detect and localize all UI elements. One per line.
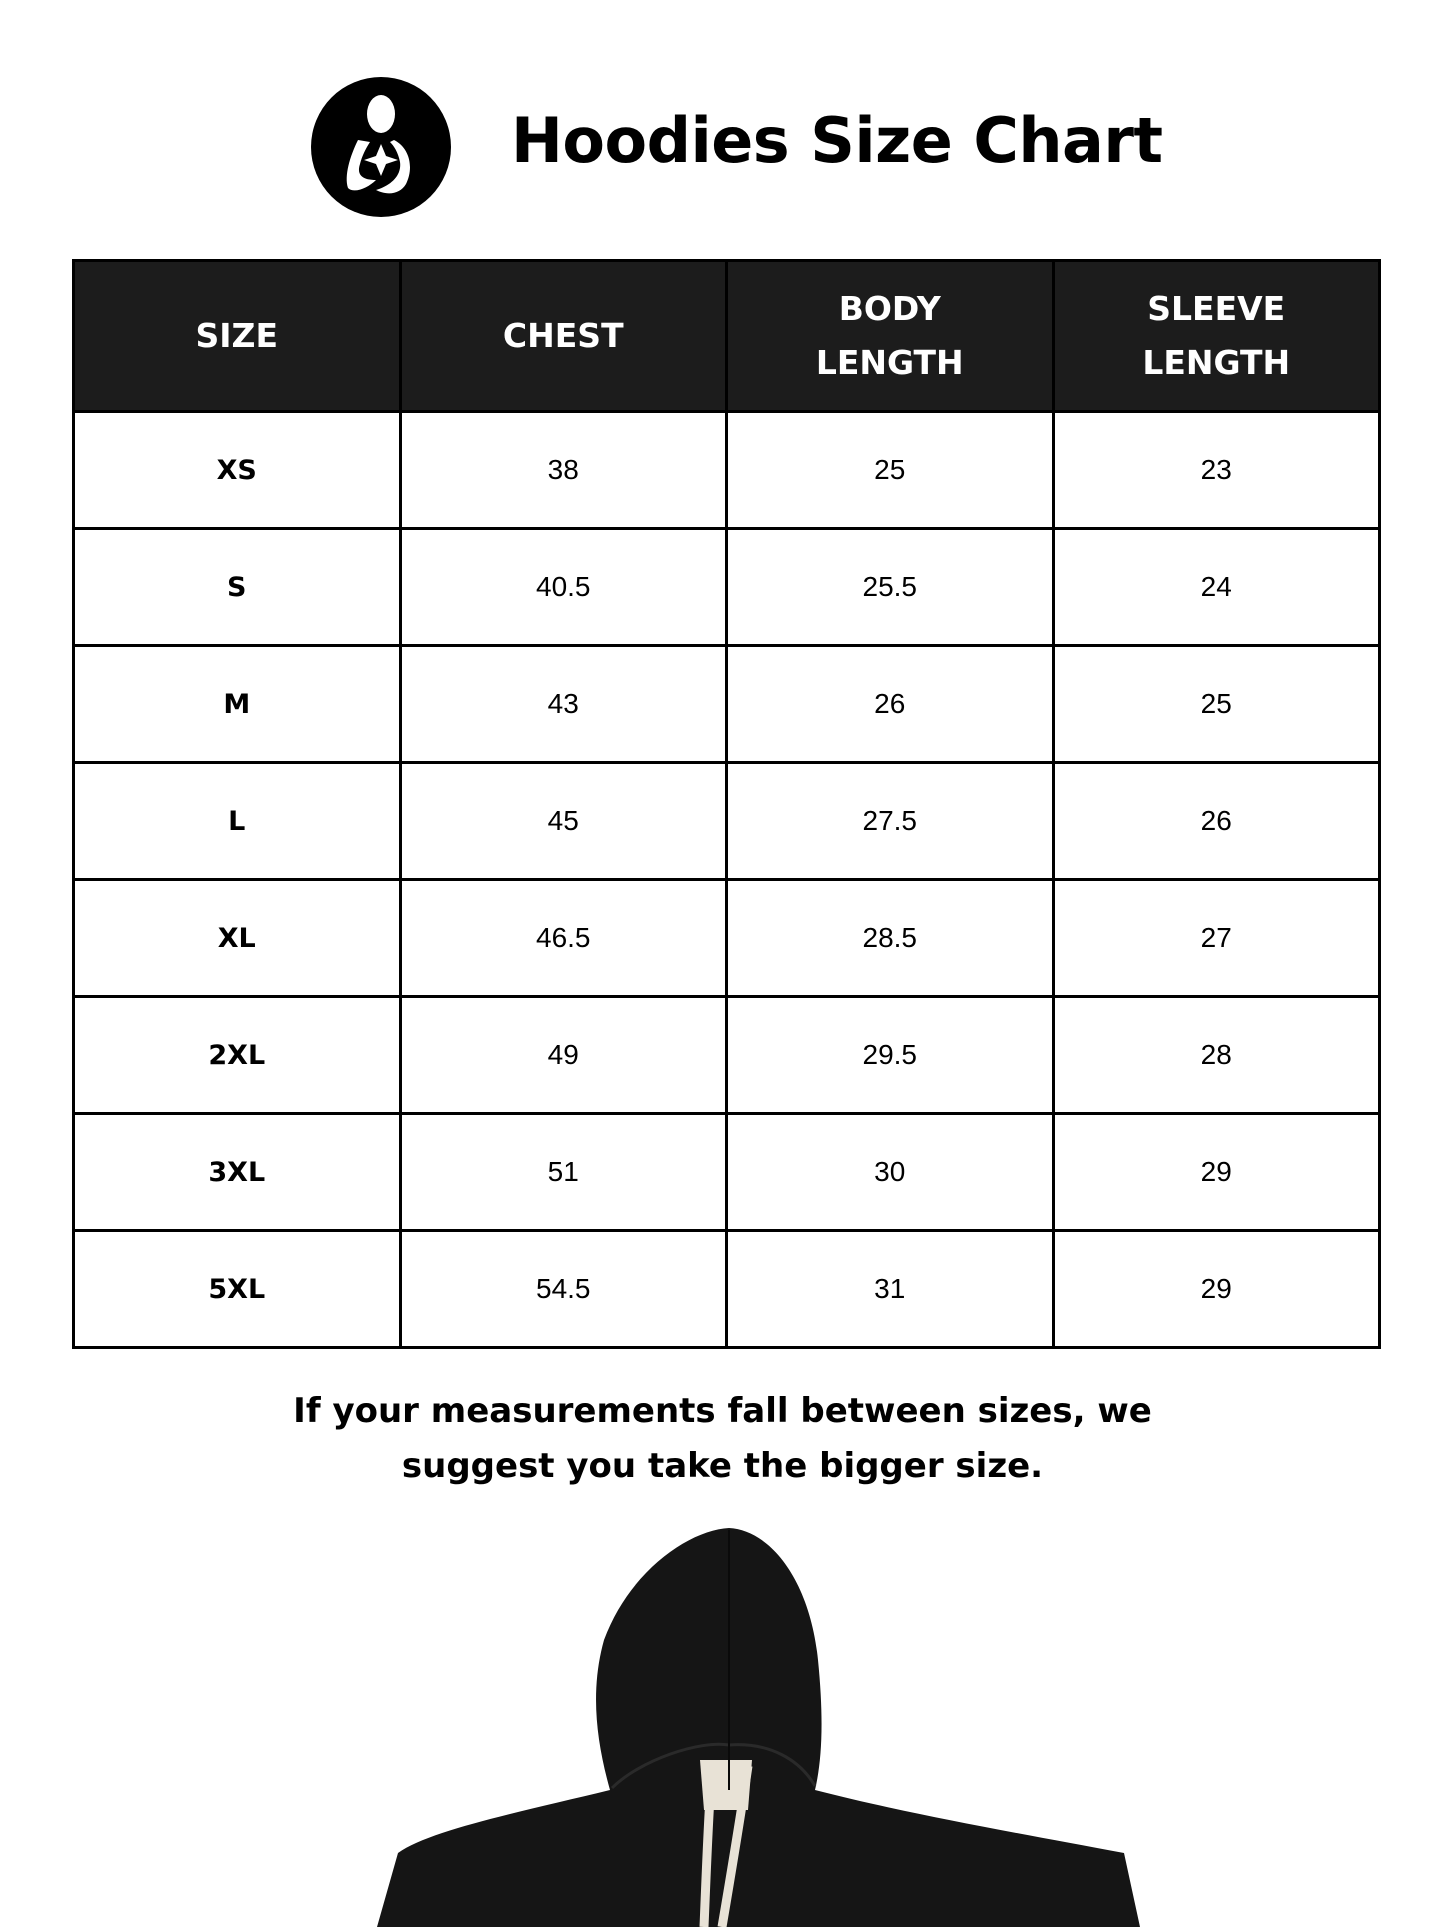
cell-body-length: 29.5 — [725, 995, 1055, 1115]
cell-chest: 40.5 — [398, 527, 728, 647]
cell-size: XL — [72, 878, 402, 998]
cell-sleeve-length: 26 — [1051, 761, 1381, 881]
cell-chest: 43 — [398, 644, 728, 764]
cell-size: S — [72, 527, 402, 647]
column-header-chest: CHEST — [398, 259, 728, 413]
cell-chest: 45 — [398, 761, 728, 881]
table-row: M 43 26 25 — [72, 644, 1381, 764]
column-header-size: SIZE — [72, 259, 402, 413]
cell-size: 3XL — [72, 1112, 402, 1232]
column-header-body-length: BODY LENGTH — [725, 259, 1055, 413]
cell-sleeve-length: 24 — [1051, 527, 1381, 647]
table-row: L 45 27.5 26 — [72, 761, 1381, 881]
cell-body-length: 31 — [725, 1229, 1055, 1349]
cell-sleeve-length: 29 — [1051, 1229, 1381, 1349]
cell-body-length: 27.5 — [725, 761, 1055, 881]
cell-sleeve-length: 23 — [1051, 410, 1381, 530]
cell-size: 5XL — [72, 1229, 402, 1349]
cell-chest: 54.5 — [398, 1229, 728, 1349]
cell-size: L — [72, 761, 402, 881]
cell-chest: 38 — [398, 410, 728, 530]
table-header-row: SIZE CHEST BODY LENGTH SLEEVE LENGTH — [72, 259, 1381, 413]
cell-body-length: 30 — [725, 1112, 1055, 1232]
note-line-2: suggest you take the bigger size. — [401, 1446, 1044, 1486]
cell-sleeve-length: 25 — [1051, 644, 1381, 764]
sizing-note: If your measurements fall between sizes,… — [0, 1384, 1445, 1494]
table-row: 2XL 49 29.5 28 — [72, 995, 1381, 1115]
size-chart-table: SIZE CHEST BODY LENGTH SLEEVE LENGTH XS 38 2… — [72, 259, 1381, 1349]
cell-body-length: 28.5 — [725, 878, 1055, 998]
page-title: Hoodies Size Chart — [511, 104, 1163, 177]
cell-size: M — [72, 644, 402, 764]
table-row: XS 38 25 23 — [72, 410, 1381, 530]
cell-size: XS — [72, 410, 402, 530]
cell-sleeve-length: 27 — [1051, 878, 1381, 998]
cell-body-length: 26 — [725, 644, 1055, 764]
cell-chest: 46.5 — [398, 878, 728, 998]
cell-sleeve-length: 29 — [1051, 1112, 1381, 1232]
note-line-1: If your measurements fall between sizes,… — [293, 1391, 1152, 1431]
table-row: S 40.5 25.5 24 — [72, 527, 1381, 647]
table-row: 5XL 54.5 31 29 — [72, 1229, 1381, 1349]
mother-holding-baby-icon — [311, 77, 451, 217]
cell-sleeve-length: 28 — [1051, 995, 1381, 1115]
table-row: XL 46.5 28.5 27 — [72, 878, 1381, 998]
cell-chest: 51 — [398, 1112, 728, 1232]
cell-chest: 49 — [398, 995, 728, 1115]
column-header-sleeve-length: SLEEVE LENGTH — [1051, 259, 1381, 413]
table-row: 3XL 51 30 29 — [72, 1112, 1381, 1232]
cell-body-length: 25.5 — [725, 527, 1055, 647]
hoodie-image — [377, 1528, 1140, 1927]
cell-size: 2XL — [72, 995, 402, 1115]
cell-body-length: 25 — [725, 410, 1055, 530]
